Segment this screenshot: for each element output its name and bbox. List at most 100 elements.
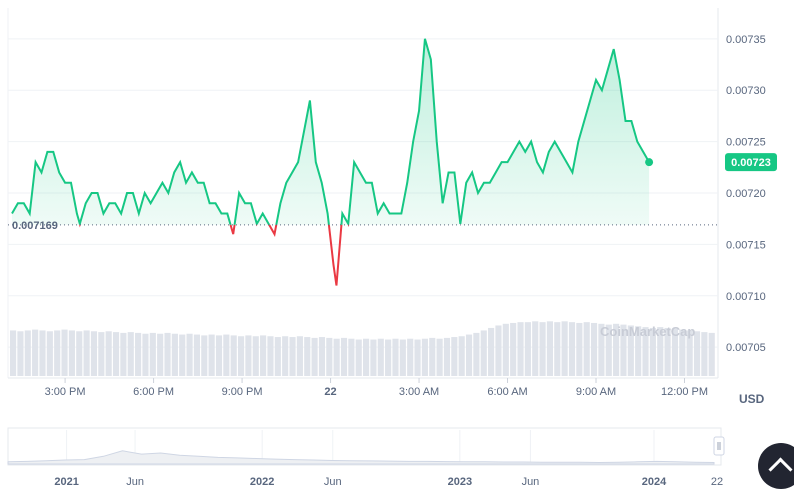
navigator-label: 2022: [250, 476, 274, 488]
y-tick-label: 0.00715: [726, 239, 766, 251]
x-tick-label: 9:00 AM: [576, 386, 616, 398]
volume-bar: [421, 338, 428, 376]
volume-bar: [171, 333, 178, 376]
x-axis: 3:00 PM 6:00 PM 9:00 PM 22 3:00 AM 6:00 AM 9:0…: [45, 378, 708, 398]
volume-bar: [488, 327, 495, 376]
y-tick-label: 0.00735: [726, 34, 766, 46]
x-tick-label: 6:00 PM: [133, 386, 174, 398]
volume-bar: [201, 335, 208, 376]
volume-bar: [98, 332, 105, 376]
reference-price-label: 0.007169: [12, 220, 58, 232]
volume-bar: [135, 332, 142, 376]
volume-bar: [701, 332, 708, 376]
price-line-above: [11, 38, 650, 225]
volume-bar: [39, 330, 46, 376]
volume-bar: [576, 322, 583, 376]
volume-bar: [179, 334, 186, 376]
volume-bar: [24, 330, 31, 376]
volume-bar: [377, 338, 384, 376]
x-tick-label: 3:00 PM: [45, 386, 86, 398]
y-tick-label: 0.00730: [726, 85, 766, 97]
volume-bar: [326, 337, 333, 376]
volume-bar: [679, 329, 686, 376]
volume-bar: [83, 330, 90, 376]
current-price-dot: [645, 158, 654, 167]
volume-bar: [392, 338, 399, 376]
price-area: [12, 38, 650, 225]
volume-bar: [598, 323, 605, 376]
navigator-handle[interactable]: [713, 436, 725, 456]
volume-bar: [671, 328, 679, 376]
volume-bar: [583, 322, 590, 376]
x-tick-label: 9:00 PM: [222, 386, 263, 398]
x-tick-label: 22: [324, 386, 336, 398]
volume-bar: [546, 321, 553, 376]
navigator-label: Jun: [324, 476, 342, 488]
volume-bar: [340, 337, 348, 376]
navigator-label: 22: [711, 476, 723, 488]
volume-bar: [208, 334, 215, 376]
volume-bar: [304, 337, 311, 376]
volume-bar: [90, 331, 98, 376]
volume-bar: [370, 339, 377, 376]
navigator-label: 2024: [642, 476, 667, 488]
volume-bar: [642, 327, 649, 376]
volume-bar: [686, 330, 693, 376]
current-price-badge: [725, 153, 777, 172]
volume-bar: [429, 337, 436, 376]
volume-bar: [399, 339, 406, 376]
volume-bar: [282, 336, 289, 376]
volume-bar: [54, 330, 61, 376]
volume-bar: [532, 321, 539, 376]
x-tick-label: 12:00 PM: [661, 386, 708, 398]
volume-bar: [443, 337, 451, 376]
volume-bar: [502, 323, 509, 376]
volume-bar: [385, 339, 392, 376]
volume-bar: [635, 326, 642, 376]
volume-bar: [46, 331, 53, 376]
navigator-label: 2023: [448, 476, 472, 488]
volume-bar: [465, 334, 473, 376]
volume-bar: [68, 330, 75, 376]
volume-bar: [318, 337, 326, 376]
volume-bar: [495, 325, 502, 376]
volume-bar: [157, 333, 164, 376]
volume-bar: [10, 330, 17, 376]
y-axis: 0.00735 0.00730 0.00725 0.00720 0.00715 0.007…: [726, 34, 766, 354]
volume-bar: [539, 322, 546, 376]
volume-bar: [186, 333, 193, 376]
volume-bar: [112, 332, 120, 376]
volume-bar: [510, 322, 517, 376]
volume-bar: [164, 332, 171, 376]
volume-bar: [274, 337, 281, 376]
navigator-label: Jun: [522, 476, 540, 488]
scroll-to-top-button[interactable]: [758, 443, 794, 489]
volume-bar: [32, 329, 39, 376]
y-tick-label: 0.00725: [726, 137, 766, 149]
volume-bar: [693, 331, 701, 376]
volume-bar: [473, 332, 480, 376]
volume-bar: [414, 339, 421, 376]
volume-bar: [230, 335, 237, 376]
volume-bar: [649, 327, 656, 376]
currency-unit: USD: [739, 392, 765, 406]
volume-bar: [657, 327, 664, 376]
volume-bar: [436, 338, 443, 376]
volume-bar: [355, 339, 362, 376]
navigator-labels: 2021 Jun 2022 Jun 2023 Jun 2024 22: [54, 476, 723, 488]
volume-bar: [407, 338, 414, 376]
volume-bar: [289, 337, 296, 376]
chevron-up-icon: [768, 457, 793, 482]
volume-bar: [664, 327, 671, 376]
volume-bar: [517, 322, 524, 376]
volume-bar: [561, 321, 568, 376]
range-navigator[interactable]: 2021 Jun 2022 Jun 2023 Jun 2024 22: [7, 427, 725, 488]
volume-bar: [17, 331, 24, 376]
volume-bar: [480, 330, 487, 376]
volume-bar: [311, 337, 318, 376]
volume-bar: [142, 333, 149, 376]
volume-bar: [524, 322, 531, 376]
volume-bar: [252, 336, 259, 376]
volume-bar: [605, 324, 612, 376]
